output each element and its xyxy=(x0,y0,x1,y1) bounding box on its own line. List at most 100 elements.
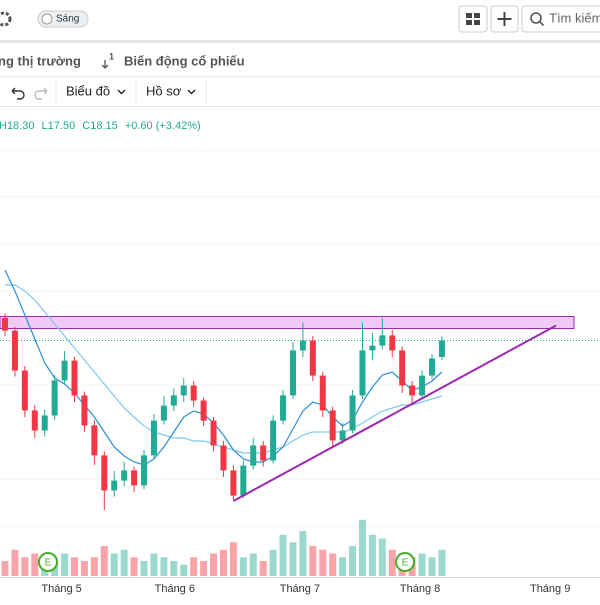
candle-body xyxy=(170,395,177,406)
volume-bar xyxy=(368,534,376,576)
volume-bar xyxy=(219,549,227,576)
volume-bar xyxy=(279,534,287,576)
volume-bar xyxy=(349,546,357,576)
trendline xyxy=(232,324,557,502)
candle-body xyxy=(121,470,128,481)
volume-bar xyxy=(289,542,297,576)
volume-bar xyxy=(110,553,118,576)
volume-bar xyxy=(319,549,327,576)
settings-icon[interactable] xyxy=(0,11,12,27)
candle-body xyxy=(180,385,187,396)
candle-body xyxy=(270,420,277,461)
candle-body xyxy=(111,480,118,491)
candle-body xyxy=(61,360,68,381)
tab[interactable]: ng thị trường xyxy=(0,53,81,68)
candle-body xyxy=(200,400,207,421)
divider xyxy=(0,106,600,107)
ohlc-close: C18.15 xyxy=(82,120,117,132)
candle-body xyxy=(299,340,306,351)
time-axis-line xyxy=(0,577,600,578)
redo-icon[interactable] xyxy=(34,87,48,100)
plus-icon xyxy=(497,12,512,26)
candle-body xyxy=(2,318,8,331)
undo-icon[interactable] xyxy=(11,87,25,100)
candle-body xyxy=(438,340,445,357)
ohlc-high: H18.30 xyxy=(0,120,34,132)
volume-bar xyxy=(249,553,257,576)
volume-bar xyxy=(130,557,138,576)
candle-body xyxy=(220,445,227,471)
search-icon-handle xyxy=(538,20,545,27)
volume-bar xyxy=(239,557,247,576)
divider xyxy=(0,76,600,77)
volume-bar xyxy=(339,557,347,576)
candle-body xyxy=(389,335,396,351)
volume-bar xyxy=(90,557,98,576)
candle-body xyxy=(409,385,416,396)
volume-bar xyxy=(200,561,208,576)
candle-body xyxy=(349,395,356,431)
resistance-zone xyxy=(0,316,575,329)
candle-body xyxy=(141,455,148,486)
candle-body xyxy=(41,415,48,431)
tab[interactable]: Biến động cổ phiếu xyxy=(124,53,245,68)
volume-bar xyxy=(180,564,188,576)
candle-body xyxy=(131,470,138,486)
x-tick-label: Tháng 7 xyxy=(280,583,320,595)
candle-body xyxy=(379,335,386,346)
volume-bar xyxy=(21,557,29,576)
candle-body xyxy=(428,358,435,376)
volume-bar xyxy=(229,542,237,576)
volume-bar xyxy=(259,561,267,576)
candle-body xyxy=(399,350,406,386)
event-icon[interactable] xyxy=(395,552,415,572)
candle-body xyxy=(31,410,38,431)
event-icon[interactable] xyxy=(38,552,58,572)
candle-body xyxy=(150,420,157,456)
tab-icon: 1 xyxy=(109,51,114,61)
grid-icon xyxy=(466,13,480,25)
candle-body xyxy=(11,330,18,371)
x-tick-label: Tháng 6 xyxy=(155,583,195,595)
search-box[interactable] xyxy=(521,5,600,33)
menu[interactable]: Biểu đồ xyxy=(66,83,110,98)
volume-bar xyxy=(329,553,337,576)
candle-body xyxy=(190,385,197,401)
candle-body xyxy=(309,340,316,376)
candle-body xyxy=(81,395,88,426)
x-tick-label: Tháng 8 xyxy=(400,583,440,595)
volume-bar xyxy=(428,557,436,576)
plot xyxy=(0,149,600,576)
volume-bar xyxy=(100,546,108,576)
volume-bar xyxy=(210,553,218,576)
volume-bar xyxy=(160,557,168,576)
sort-icon xyxy=(101,60,109,69)
event-icon-label: E xyxy=(402,558,409,569)
candle-body xyxy=(160,405,167,421)
volume-bar xyxy=(1,561,9,576)
candle-body xyxy=(101,455,108,491)
theme-label: Sáng xyxy=(56,14,79,25)
menu[interactable]: Hồ sơ xyxy=(146,83,182,98)
candle-body xyxy=(21,370,28,411)
x-tick-label: Tháng 9 xyxy=(530,583,570,595)
candle-body xyxy=(240,465,247,496)
volume-bar xyxy=(418,553,426,576)
volume-bar xyxy=(388,549,396,576)
event-icon-label: E xyxy=(45,558,52,569)
volume-bar xyxy=(120,549,128,576)
candle-body xyxy=(329,410,336,441)
candle-body xyxy=(230,470,237,496)
toggle-knob xyxy=(41,13,53,25)
volume-bar xyxy=(269,549,277,576)
candle-body xyxy=(359,350,366,396)
divider xyxy=(0,40,600,43)
volume-bar xyxy=(150,553,158,576)
layout-button[interactable] xyxy=(458,5,488,33)
volume-bar xyxy=(80,561,88,576)
volume-bar xyxy=(378,538,386,576)
top-bar: Sáng Tìm kiếm xyxy=(0,5,600,33)
ohlc-legend: H18.30 L17.50 C18.15 +0.60 (+3.42%) xyxy=(0,120,201,132)
